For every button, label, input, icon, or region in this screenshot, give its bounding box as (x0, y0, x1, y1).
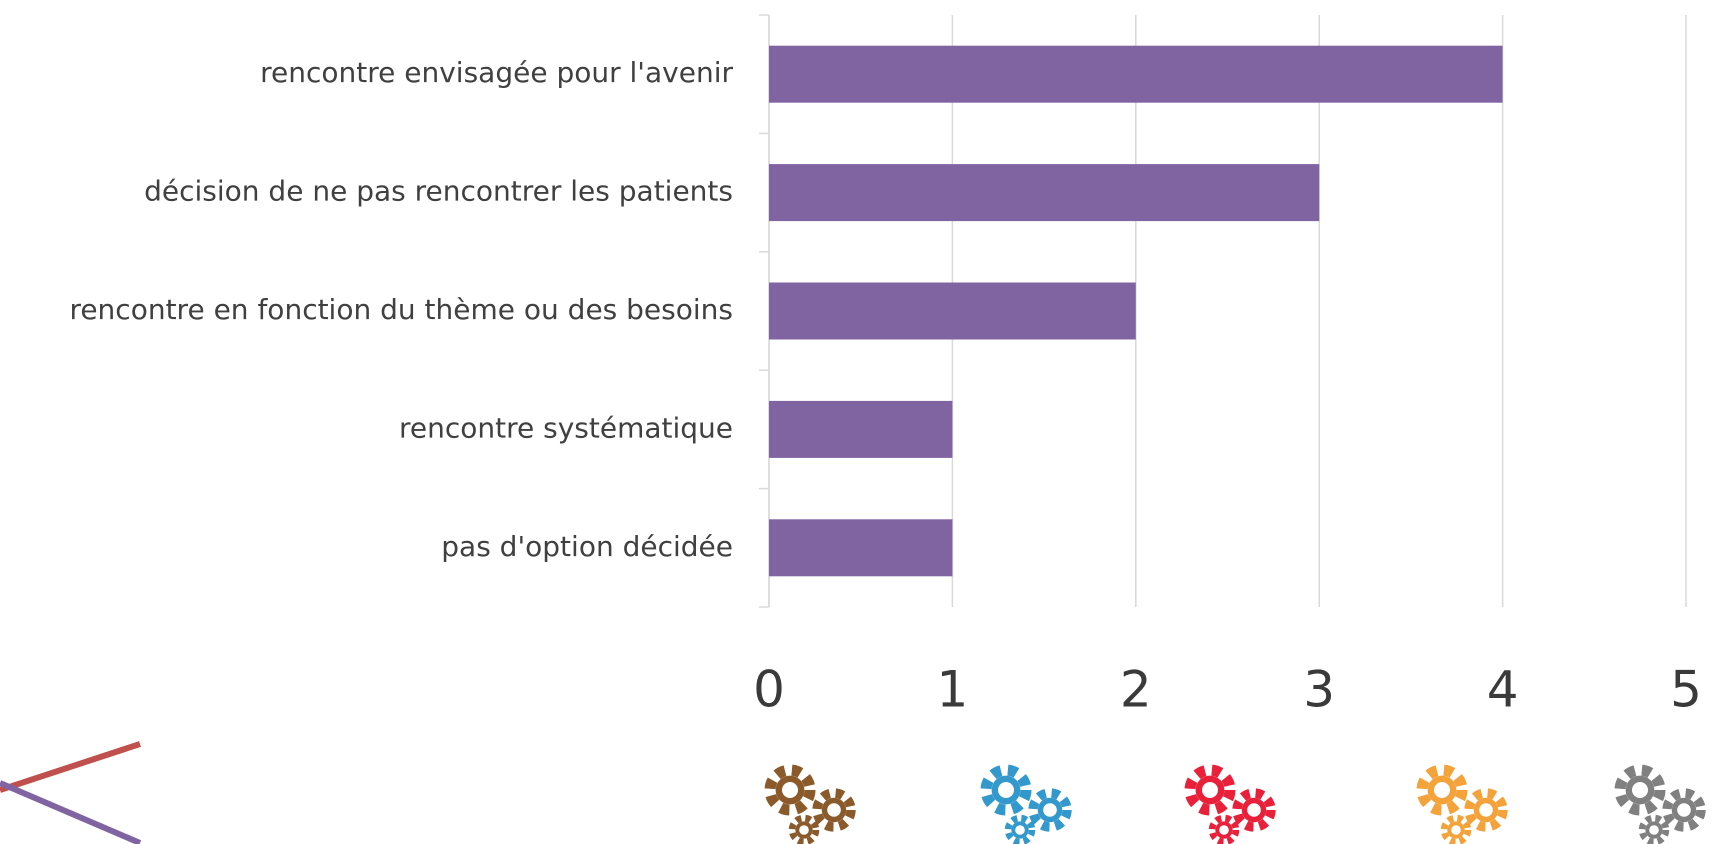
gear (1004, 814, 1036, 844)
y-tick-label: rencontre systématique (399, 411, 733, 444)
bar (769, 400, 953, 458)
x-tick-label: 2 (1120, 661, 1152, 719)
bar (769, 45, 1503, 103)
gear (1451, 825, 1461, 835)
gear (1638, 814, 1670, 844)
y-tick-label: pas d'option décidée (441, 530, 733, 563)
gear (1632, 782, 1648, 798)
x-tick-label: 5 (1670, 661, 1702, 719)
gear (1202, 782, 1218, 798)
y-tick-label: rencontre en fonction du thème ou des be… (69, 293, 733, 326)
gear (1614, 764, 1666, 816)
gear (799, 825, 809, 835)
gear (1440, 814, 1472, 844)
gear (1247, 803, 1261, 817)
y-tick-label: rencontre envisagée pour l'avenir (260, 56, 733, 89)
x-tick-label: 4 (1487, 661, 1519, 719)
gear (1208, 814, 1240, 844)
gear (788, 814, 820, 844)
gear (998, 782, 1014, 798)
gear (764, 764, 816, 816)
bar (769, 282, 1136, 340)
gear (827, 803, 841, 817)
gear (1677, 803, 1691, 817)
x-tick-label: 3 (1303, 661, 1335, 719)
gear (1649, 825, 1659, 835)
gear (980, 764, 1032, 816)
gear (1662, 788, 1706, 832)
gear (782, 782, 798, 798)
x-tick-label: 1 (936, 661, 968, 719)
gear-icons (764, 764, 1706, 844)
gear (812, 788, 856, 832)
gear (1015, 825, 1025, 835)
bar (769, 164, 1320, 222)
gear (1232, 788, 1276, 832)
decoration (0, 741, 142, 844)
y-tick-label: décision de ne pas rencontrer les patien… (144, 175, 733, 208)
x-tick-label: 0 (753, 661, 785, 719)
gear (1416, 764, 1468, 816)
gear (1043, 803, 1057, 817)
gear (1028, 788, 1072, 832)
gear (1184, 764, 1236, 816)
gear (1479, 803, 1493, 817)
bar (769, 519, 953, 577)
gear (1464, 788, 1508, 832)
gear (1434, 782, 1450, 798)
gear (1219, 825, 1229, 835)
